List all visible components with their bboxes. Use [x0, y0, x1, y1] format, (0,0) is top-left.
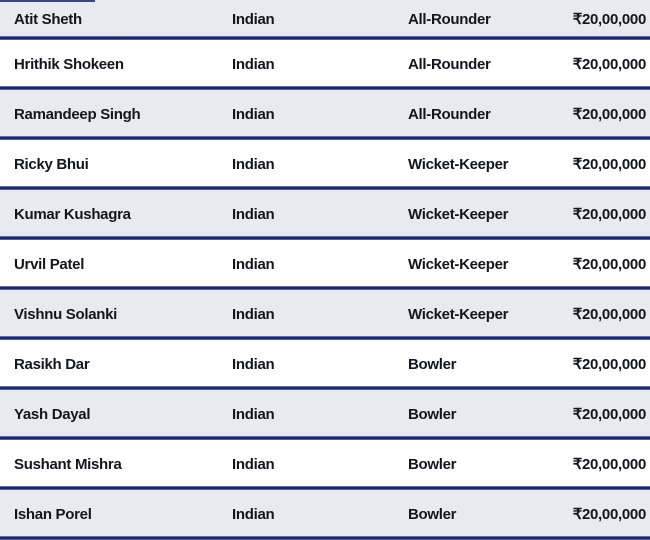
player-nationality: Indian: [232, 455, 275, 473]
player-role: Wicket-Keeper: [408, 155, 509, 173]
table-row: Ramandeep Singh Indian All-Rounder ₹20,0…: [0, 90, 650, 140]
player-price: ₹20,00,000: [572, 305, 647, 323]
player-role: Bowler: [408, 355, 457, 373]
player-nationality: Indian: [232, 105, 275, 123]
player-name: Yash Dayal: [14, 405, 91, 423]
player-price: ₹20,00,000: [572, 505, 647, 523]
player-price: ₹20,00,000: [572, 105, 647, 123]
player-nationality: Indian: [232, 505, 275, 523]
table-row: Rasikh Dar Indian Bowler ₹20,00,000: [0, 340, 650, 390]
player-price: ₹20,00,000: [572, 155, 647, 173]
player-name: Urvil Patel: [14, 255, 85, 273]
table-row: Kumar Kushagra Indian Wicket-Keeper ₹20,…: [0, 190, 650, 240]
table-row: Urvil Patel Indian Wicket-Keeper ₹20,00,…: [0, 240, 650, 290]
table-row: Ricky Bhui Indian Wicket-Keeper ₹20,00,0…: [0, 140, 650, 190]
player-price: ₹20,00,000: [572, 10, 647, 28]
table-row: Ishan Porel Indian Bowler ₹20,00,000: [0, 490, 650, 540]
player-price: ₹20,00,000: [572, 405, 647, 423]
player-role: Wicket-Keeper: [408, 305, 509, 323]
player-role: All-Rounder: [408, 55, 491, 73]
player-role: Bowler: [408, 505, 457, 523]
player-price: ₹20,00,000: [572, 205, 647, 223]
player-price: ₹20,00,000: [572, 455, 647, 473]
player-name: Atit Sheth: [14, 10, 82, 28]
player-name: Rasikh Dar: [14, 355, 90, 373]
player-role: All-Rounder: [408, 105, 491, 123]
player-nationality: Indian: [232, 305, 275, 323]
player-name: Ricky Bhui: [14, 155, 89, 173]
player-nationality: Indian: [232, 10, 275, 28]
player-name: Vishnu Solanki: [14, 305, 118, 323]
player-name: Ramandeep Singh: [14, 105, 141, 123]
table-row: Sushant Mishra Indian Bowler ₹20,00,000: [0, 440, 650, 490]
player-nationality: Indian: [232, 355, 275, 373]
table-row: Hrithik Shokeen Indian All-Rounder ₹20,0…: [0, 40, 650, 90]
player-role: Bowler: [408, 405, 457, 423]
player-nationality: Indian: [232, 405, 275, 423]
player-nationality: Indian: [232, 205, 275, 223]
player-nationality: Indian: [232, 55, 275, 73]
player-role: All-Rounder: [408, 10, 491, 28]
table-row: Atit Sheth Indian All-Rounder ₹20,00,000: [0, 0, 650, 40]
table-row: Vishnu Solanki Indian Wicket-Keeper ₹20,…: [0, 290, 650, 340]
player-name: Sushant Mishra: [14, 455, 122, 473]
player-nationality: Indian: [232, 155, 275, 173]
player-price: ₹20,00,000: [572, 355, 647, 373]
player-name: Ishan Porel: [14, 505, 92, 523]
player-nationality: Indian: [232, 255, 275, 273]
player-role: Bowler: [408, 455, 457, 473]
player-role: Wicket-Keeper: [408, 205, 509, 223]
player-name: Hrithik Shokeen: [14, 55, 124, 73]
player-price: ₹20,00,000: [572, 55, 647, 73]
player-price: ₹20,00,000: [572, 255, 647, 273]
player-name: Kumar Kushagra: [14, 205, 131, 223]
top-edge-divider-remnant: [0, 0, 95, 2]
player-role: Wicket-Keeper: [408, 255, 509, 273]
table-row: Yash Dayal Indian Bowler ₹20,00,000: [0, 390, 650, 440]
